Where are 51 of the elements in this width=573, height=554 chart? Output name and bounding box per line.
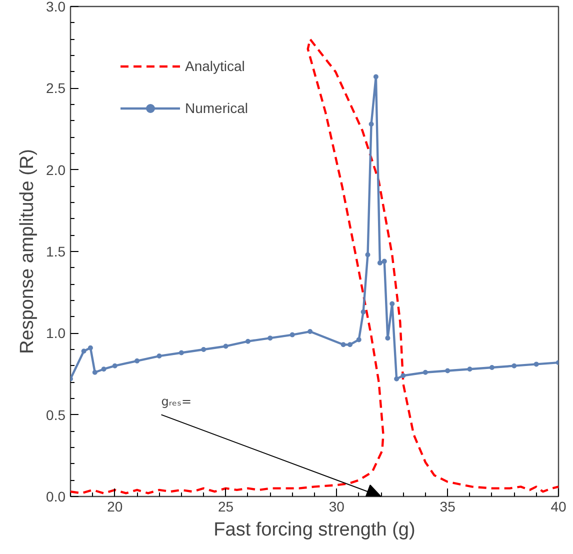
point (290, 332, 295, 338)
point (400, 373, 406, 378)
x-axis-title: Fast forcing strength (g) (214, 520, 416, 540)
point (385, 336, 390, 341)
point (101, 366, 106, 372)
point (92, 370, 98, 375)
point (178, 350, 184, 356)
x-tick-label: 25 (218, 498, 234, 514)
y-tick-label: 2.0 (46, 162, 66, 178)
point (394, 376, 400, 382)
point (81, 348, 86, 354)
point (308, 329, 313, 334)
point (268, 336, 273, 341)
point (356, 337, 362, 342)
legend-label: Analytical (185, 58, 245, 74)
point (489, 364, 494, 370)
point (347, 342, 352, 348)
y-tick-label: 2.5 (46, 80, 66, 96)
point (373, 74, 378, 80)
annotation: gᵣₑₛ= (161, 394, 192, 409)
point (360, 309, 366, 314)
point (112, 363, 118, 368)
point (223, 344, 228, 349)
legend-label: Numerical (185, 100, 248, 116)
point (245, 338, 250, 344)
point (134, 358, 140, 364)
point (382, 258, 387, 264)
point (534, 362, 539, 367)
y-tick-label: 0.5 (46, 406, 66, 423)
y-tick-label: 1.0 (46, 325, 66, 342)
point (201, 347, 206, 352)
point (365, 252, 370, 258)
point (377, 260, 382, 266)
point (88, 345, 93, 350)
point (422, 370, 428, 375)
y-tick-label: 0.0 (46, 488, 66, 504)
line-series (70, 38, 558, 494)
point (156, 354, 162, 359)
point (512, 363, 517, 368)
point (340, 342, 346, 348)
point (368, 122, 374, 127)
x-tick-label: 20 (107, 498, 123, 514)
y-tick-label: 3.0 (46, 0, 66, 14)
point (467, 366, 472, 372)
point (445, 368, 450, 374)
x-tick-label: 30 (328, 498, 345, 514)
y-axis-title: Response amplitude (R) (17, 149, 38, 354)
point (390, 301, 395, 306)
x-tick-label: 35 (440, 498, 456, 514)
x-tick-label: 40 (550, 498, 566, 514)
y-tick-label: 1.5 (46, 244, 66, 260)
